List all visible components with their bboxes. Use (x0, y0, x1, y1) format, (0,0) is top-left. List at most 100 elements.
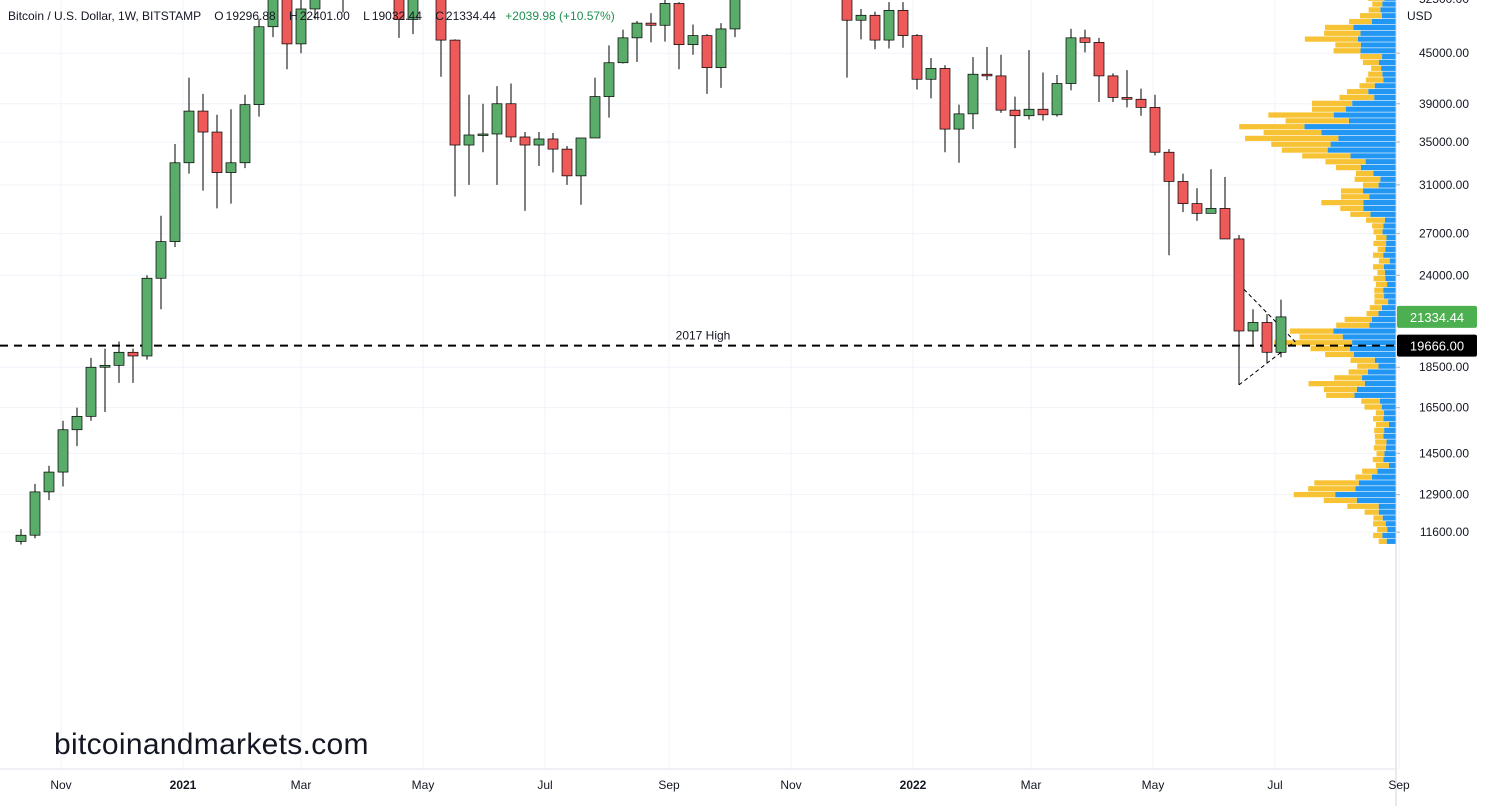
time-tick-label: Sep (1388, 778, 1410, 792)
candle (15, 529, 27, 545)
price-tick-label: 39000.00 (1419, 97, 1469, 111)
candle (267, 0, 279, 38)
candle (869, 11, 881, 50)
candle (407, 0, 419, 35)
candle (225, 109, 237, 204)
price-tick-label: 12900.00 (1419, 488, 1469, 502)
candle (183, 77, 195, 174)
candle (1275, 299, 1287, 358)
symbol-title[interactable]: Bitcoin / U.S. Dollar, 1W, BITSTAMP (8, 9, 201, 23)
candle (659, 0, 671, 42)
time-axis[interactable]: Nov 2021 Mar May Jul Sep Nov 2022 Mar May Jul Sep (50, 778, 1410, 792)
candle (939, 65, 951, 153)
time-tick-label: Mar (1021, 778, 1042, 792)
candle (645, 13, 657, 43)
change-value: +2039.98 (+10.57%) (505, 9, 615, 23)
triangle-pattern-drawing (1238, 283, 1296, 386)
candle (631, 20, 643, 62)
high-value: 22401.00 (299, 9, 350, 23)
candle (505, 83, 517, 142)
candle (1149, 94, 1161, 156)
candle (981, 46, 993, 81)
price-tick-label: 16500.00 (1419, 401, 1469, 415)
candle (239, 94, 251, 169)
candle (1177, 173, 1189, 213)
price-tick-label: 52500.00 (1419, 0, 1469, 6)
candle (141, 275, 153, 360)
candle (1205, 169, 1217, 214)
horizontal-grid (0, 52, 1396, 533)
candle (463, 94, 475, 185)
candle (617, 29, 629, 64)
price-tick-label: 35000.00 (1419, 135, 1469, 149)
candle (673, 2, 685, 70)
candle (1233, 234, 1245, 385)
level-line-label: 2017 High (676, 329, 731, 343)
candle (841, 0, 853, 78)
candle (911, 34, 923, 90)
candle (995, 54, 1007, 113)
candle (1093, 37, 1105, 102)
candle (309, 0, 321, 20)
candle (43, 465, 55, 501)
candle (99, 348, 111, 412)
candle (897, 2, 909, 48)
candle (127, 348, 139, 383)
candle (155, 215, 167, 310)
candle (547, 133, 559, 173)
candle (29, 483, 41, 539)
open-value: 19296.88 (225, 9, 276, 23)
svg-text:19666.00: 19666.00 (1410, 339, 1464, 354)
price-label: 21334.44 (1397, 305, 1477, 328)
candle (715, 23, 727, 88)
candle (197, 93, 209, 191)
candle (519, 132, 531, 211)
price-tick-label: 31000.00 (1419, 178, 1469, 192)
candle (925, 57, 937, 99)
price-tick-label: 14500.00 (1419, 446, 1469, 460)
candle (855, 8, 867, 40)
close-key: C (435, 9, 444, 23)
candle (477, 103, 489, 153)
candle (701, 34, 713, 94)
candle (1037, 72, 1049, 121)
close-value: 21334.44 (445, 9, 496, 23)
candle (491, 86, 503, 185)
candle (169, 144, 181, 248)
price-tick-label: 11600.00 (1420, 525, 1469, 539)
candle (1009, 96, 1021, 149)
candle (1121, 70, 1133, 108)
horizontal-level-line: 2017 High (0, 329, 1396, 347)
candle (883, 2, 895, 49)
candle (71, 407, 83, 447)
time-tick-label: Jul (1267, 778, 1282, 792)
price-labels: 21334.44 19666.00 (1397, 305, 1477, 357)
watermark: bitcoinandmarkets.com (54, 728, 369, 761)
price-tick-label: 18500.00 (1419, 360, 1469, 374)
price-label: 19666.00 (1397, 334, 1477, 357)
candle (435, 0, 447, 77)
candle (1079, 29, 1091, 53)
low-key: L (363, 9, 370, 23)
time-tick-label: May (1142, 778, 1165, 792)
candle (687, 24, 699, 55)
candle (113, 341, 125, 383)
candle (1107, 73, 1119, 102)
candle (1247, 309, 1259, 347)
high-key: H (289, 9, 298, 23)
candle (281, 0, 293, 70)
candle (393, 0, 405, 38)
candle (561, 146, 573, 185)
time-tick-label: Jul (537, 778, 552, 792)
price-tick-label: 27000.00 (1419, 227, 1469, 241)
time-tick-label: Nov (50, 778, 71, 792)
candle (342, 0, 344, 13)
candle (449, 39, 461, 197)
price-axis[interactable]: 76000.0068000.0060000.0052500.0045000.00… (1396, 0, 1469, 539)
currency-label[interactable]: USD (1407, 9, 1433, 23)
time-tick-label: 2022 (900, 778, 927, 792)
price-tick-label: 24000.00 (1419, 268, 1469, 282)
candle (575, 137, 587, 205)
time-tick-label: Nov (780, 778, 801, 792)
